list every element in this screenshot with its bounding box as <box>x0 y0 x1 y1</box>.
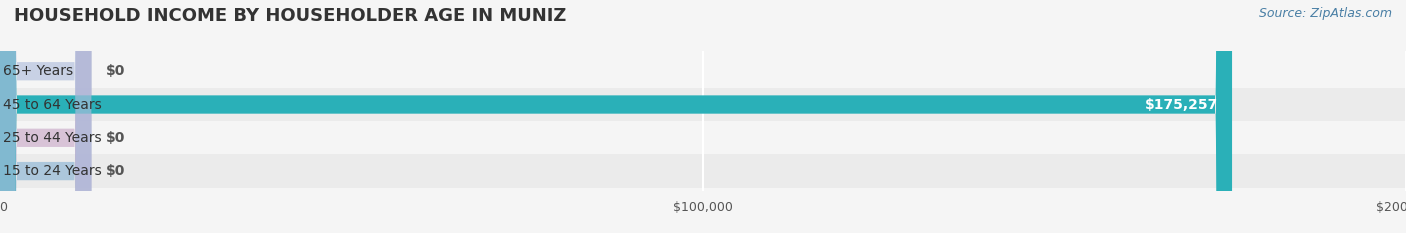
Text: HOUSEHOLD INCOME BY HOUSEHOLDER AGE IN MUNIZ: HOUSEHOLD INCOME BY HOUSEHOLDER AGE IN M… <box>14 7 567 25</box>
Text: $0: $0 <box>105 64 125 78</box>
Bar <box>0 88 1406 121</box>
Text: 25 to 44 Years: 25 to 44 Years <box>3 131 101 145</box>
Bar <box>0 55 1406 88</box>
Text: $175,257: $175,257 <box>1144 98 1218 112</box>
Text: $0: $0 <box>105 164 125 178</box>
Text: $0: $0 <box>105 131 125 145</box>
Bar <box>0 121 1406 154</box>
Text: 15 to 24 Years: 15 to 24 Years <box>3 164 101 178</box>
FancyBboxPatch shape <box>0 0 1232 233</box>
FancyBboxPatch shape <box>0 0 91 233</box>
Text: 65+ Years: 65+ Years <box>3 64 73 78</box>
FancyBboxPatch shape <box>0 0 91 233</box>
Bar <box>0 154 1406 188</box>
Text: Source: ZipAtlas.com: Source: ZipAtlas.com <box>1258 7 1392 20</box>
Text: 45 to 64 Years: 45 to 64 Years <box>3 98 101 112</box>
FancyBboxPatch shape <box>0 0 91 233</box>
